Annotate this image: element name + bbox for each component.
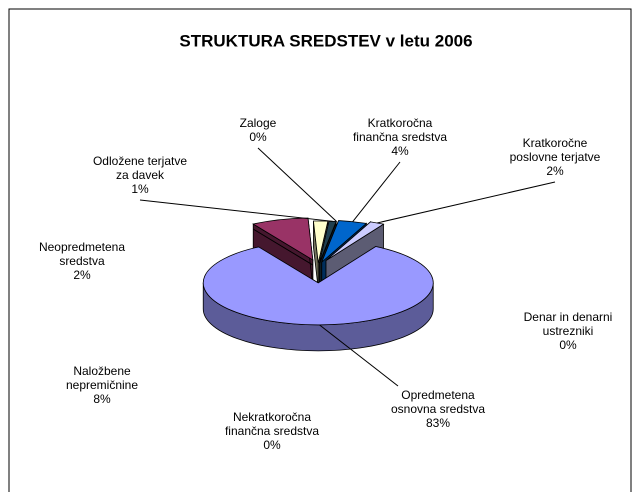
slice	[253, 228, 314, 266]
slice	[325, 221, 385, 261]
slice-tops	[202, 217, 434, 326]
slice	[319, 221, 337, 264]
slice-value-label: 2%	[546, 164, 564, 178]
slice-label: Neopredmetena sredstva	[39, 240, 125, 268]
leader-line	[257, 147, 337, 222]
slice-label: Odložene terjatve za davek	[93, 154, 187, 182]
slice-value-label: 4%	[391, 144, 409, 158]
slice	[321, 220, 368, 263]
chart-title: STRUKTURA SREDSTEV v letu 2006	[179, 31, 472, 50]
slice-label: Opredmetena osnovna sredstva	[391, 388, 485, 416]
leader-line	[377, 181, 556, 224]
slice-label: Naložbene nepremičnine	[66, 364, 138, 392]
slice-label: Zaloge	[240, 116, 277, 130]
slice-label: Kratkoročna finančna sredstva	[353, 116, 447, 144]
slice-label: Denar in denarni ustrezniki	[524, 310, 613, 338]
leader-line	[352, 161, 401, 222]
slice-value-label: 8%	[93, 392, 111, 406]
leader-line	[319, 324, 399, 387]
slice-label: Kratkoročne poslovne terjatve	[510, 136, 601, 164]
slice-value-label: 2%	[73, 268, 91, 282]
slice-value-label: 0%	[263, 438, 281, 452]
slice	[252, 217, 314, 261]
leader-line	[139, 199, 333, 222]
slice-label: Nekratkoročna finančna sredstva	[225, 410, 319, 438]
slice-value-label: 0%	[559, 338, 577, 352]
slice-value-label: 1%	[131, 182, 149, 196]
slice-value-label: 0%	[249, 130, 267, 144]
slice-value-label: 83%	[426, 416, 450, 430]
